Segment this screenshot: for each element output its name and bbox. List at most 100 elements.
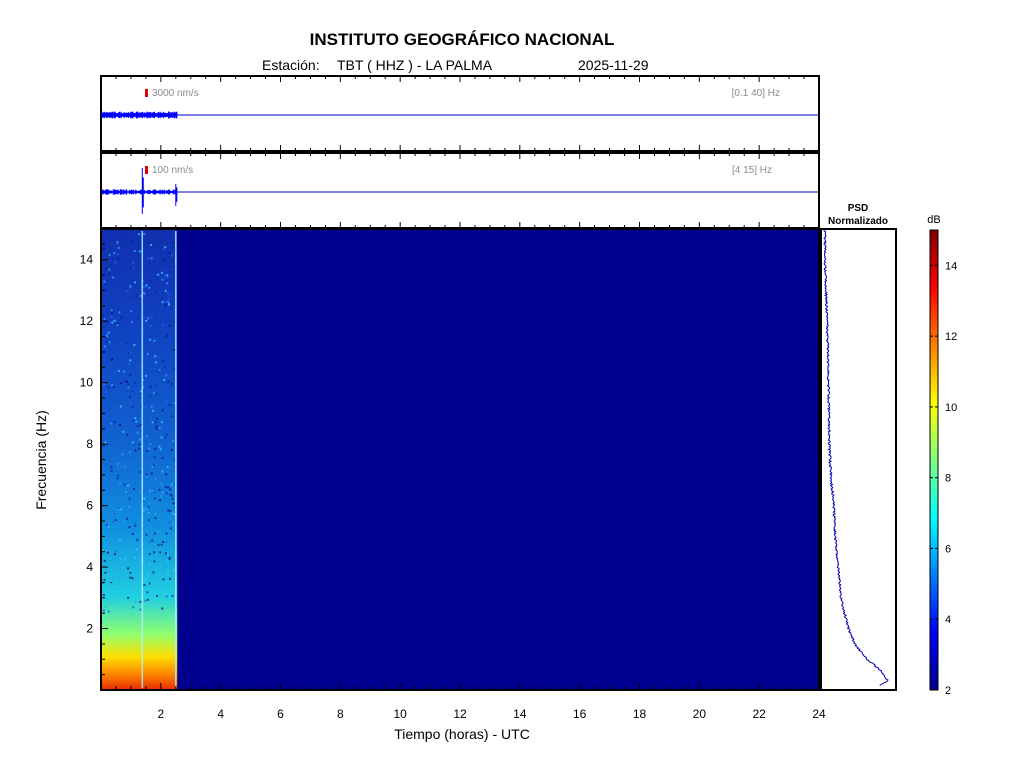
noise-speck [134, 417, 137, 420]
noise-speck [148, 540, 151, 543]
noise-speck [170, 448, 173, 451]
noise-speck [159, 448, 162, 451]
noise-speck [118, 311, 121, 314]
noise-speck [110, 466, 113, 469]
noise-speck [133, 281, 136, 284]
noise-speck [160, 543, 163, 546]
noise-speck [161, 491, 164, 494]
noise-speck [125, 342, 128, 345]
noise-speck [164, 304, 167, 307]
noise-speck [140, 250, 143, 253]
noise-speck [169, 510, 172, 513]
noise-speck [143, 293, 146, 296]
noise-speck [105, 340, 108, 343]
noise-speck [113, 421, 116, 424]
noise-speck [163, 258, 166, 261]
noise-speck [108, 269, 111, 272]
spectrogram-ticks [101, 243, 805, 690]
noise-speck [148, 553, 151, 556]
noise-speck [142, 333, 145, 336]
noise-speck [116, 244, 119, 247]
noise-speck [173, 348, 176, 351]
noise-speck [145, 319, 148, 322]
noise-speck [156, 594, 159, 597]
y-tick-label: 2 [86, 622, 93, 636]
noise-speck [161, 301, 164, 304]
psd-frame [820, 228, 897, 691]
colorbar-tick-label: 14 [945, 260, 957, 272]
y-tick-label: 12 [80, 314, 94, 328]
noise-speck [165, 300, 168, 303]
psd-subtitle: Normalizado [828, 216, 888, 227]
noise-speck [152, 409, 155, 412]
noise-speck [153, 525, 156, 528]
noise-speck [162, 595, 165, 598]
scale-label: 3000 nm/s [152, 88, 199, 99]
x-tick-label: 22 [752, 707, 766, 721]
noise-speck [171, 415, 174, 418]
noise-speck [153, 456, 156, 459]
noise-speck [119, 482, 122, 485]
noise-speck [167, 380, 170, 383]
noise-speck [160, 495, 163, 498]
noise-speck [166, 282, 169, 285]
noise-speck [163, 274, 166, 277]
noise-speck [119, 597, 122, 600]
noise-speck [120, 557, 123, 560]
noise-speck [147, 519, 150, 522]
noise-speck [139, 392, 142, 395]
noise-speck [147, 511, 150, 514]
noise-speck [167, 509, 170, 512]
noise-speck [131, 441, 134, 444]
scale-bar [145, 89, 148, 97]
noise-speck [137, 424, 140, 427]
spectrogram-noise [102, 232, 177, 613]
colorbar-tick-label: 2 [945, 685, 951, 697]
noise-speck [163, 378, 166, 381]
noise-speck [111, 384, 114, 387]
noise-speck [170, 494, 173, 497]
noise-speck [139, 600, 142, 603]
spectrogram-background [101, 229, 819, 690]
noise-speck [171, 259, 174, 262]
noise-speck [146, 353, 149, 356]
noise-speck [155, 547, 158, 550]
x-tick-label: 12 [453, 707, 467, 721]
noise-speck [125, 491, 128, 494]
noise-speck [158, 488, 161, 491]
noise-speck [110, 257, 113, 260]
noise-speck [114, 322, 117, 325]
psd-panel: PSD Normalizado [820, 203, 897, 691]
noise-speck [128, 526, 131, 529]
noise-speck [132, 488, 135, 491]
noise-speck [113, 583, 116, 586]
noise-speck [169, 232, 172, 235]
noise-speck [136, 431, 139, 434]
noise-speck [117, 509, 120, 512]
noise-speck [153, 604, 156, 607]
noise-speck [164, 289, 167, 292]
noise-speck [165, 433, 168, 436]
noise-speck [131, 577, 134, 580]
noise-speck [149, 338, 152, 341]
noise-speck [145, 475, 148, 478]
noise-speck [155, 439, 158, 442]
noise-speck [161, 278, 164, 281]
panel-frame [100, 75, 820, 152]
noise-speck [167, 486, 170, 489]
noise-speck [116, 243, 119, 246]
x-tick-label: 8 [337, 707, 344, 721]
noise-speck [129, 285, 132, 288]
noise-speck [147, 257, 150, 260]
noise-speck [134, 563, 137, 566]
noise-speck [120, 566, 123, 569]
noise-speck [102, 593, 105, 596]
noise-speck [149, 385, 152, 388]
noise-speck [170, 483, 173, 486]
noise-speck [119, 405, 122, 408]
x-tick-labels: 2 4 6 8 10 12 14 16 18 20 22 24 [157, 707, 826, 721]
x-tick-label: 24 [812, 707, 826, 721]
scale-label: 100 nm/s [152, 165, 193, 176]
noise-speck [160, 421, 163, 424]
